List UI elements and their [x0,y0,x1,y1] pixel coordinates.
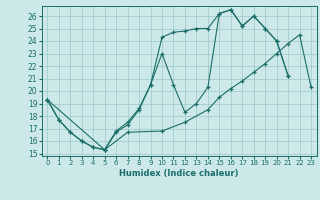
X-axis label: Humidex (Indice chaleur): Humidex (Indice chaleur) [119,169,239,178]
